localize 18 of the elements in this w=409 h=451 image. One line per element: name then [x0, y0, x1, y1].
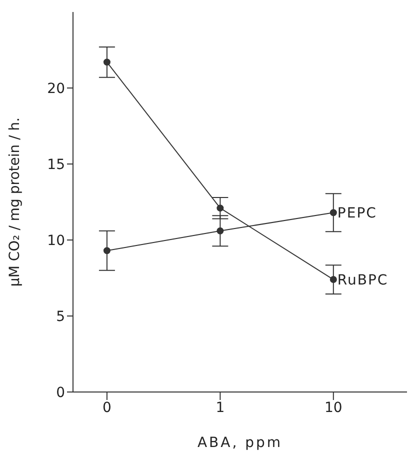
- point: [103, 247, 110, 254]
- y-tick-label: 5: [56, 308, 65, 325]
- y-tick-label: 20: [47, 80, 65, 97]
- point: [330, 276, 337, 284]
- x-axis-title: ABA, ppm: [197, 435, 283, 451]
- y-tick-label: 10: [47, 232, 65, 249]
- point: [103, 58, 110, 66]
- y-tick-label: 15: [47, 156, 65, 173]
- point: [216, 227, 224, 234]
- point: [330, 209, 337, 216]
- point: [216, 204, 224, 212]
- series-label: PEPC: [337, 206, 377, 222]
- y-axis-title: μM CO₂ / mg protein / h.: [6, 117, 23, 287]
- y-tick-label: 0: [56, 384, 65, 401]
- series-label: RuBPC: [337, 272, 388, 289]
- x-tick-label: 1: [216, 400, 225, 416]
- x-tick-label: 10: [324, 400, 342, 416]
- x-tick-label: 0: [102, 400, 112, 416]
